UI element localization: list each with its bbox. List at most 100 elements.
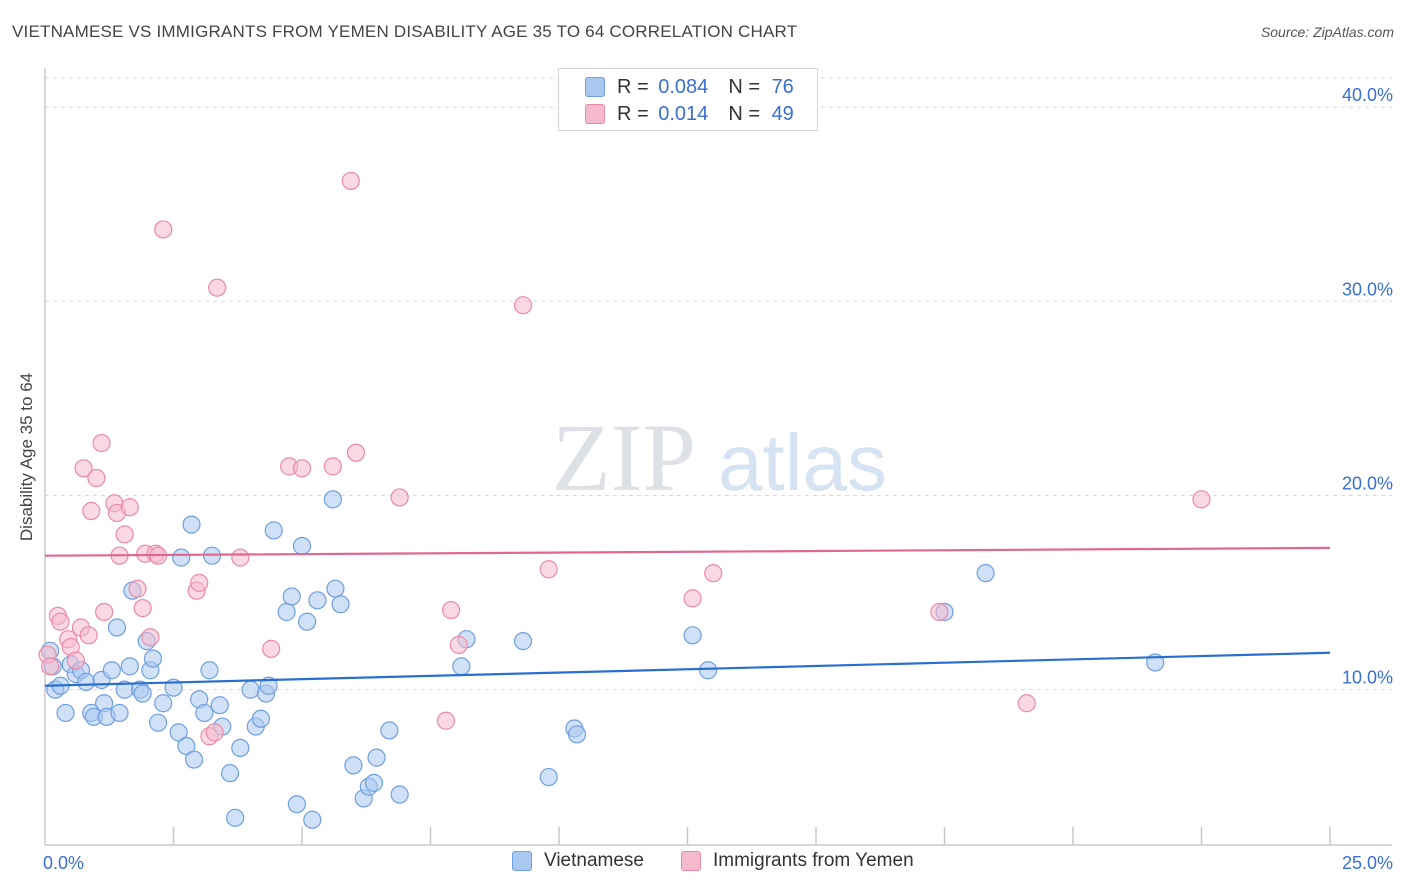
data-point-pink[interactable] [513,296,533,315]
data-point-blue[interactable] [452,657,471,676]
data-point-blue[interactable] [182,515,201,534]
data-point-pink[interactable] [341,171,360,191]
data-point-pink[interactable] [128,579,147,598]
data-point-blue[interactable] [56,703,75,723]
data-point-blue[interactable] [567,725,587,744]
data-point-pink[interactable] [436,711,456,730]
data-point-blue[interactable] [292,536,312,556]
data-point-blue[interactable] [184,750,204,769]
data-point-blue[interactable] [148,713,168,732]
data-point-blue[interactable] [220,764,240,783]
data-point-pink[interactable] [323,457,342,476]
data-point-blue[interactable] [344,756,363,775]
y-tick-label: 40.0% [1342,85,1393,105]
data-point-pink[interactable] [115,525,134,544]
series-legend-label: Immigrants from Yemen [713,850,914,871]
data-point-blue[interactable] [241,680,260,699]
data-point-pink[interactable] [41,657,60,676]
data-point-pink[interactable] [449,635,468,655]
data-point-pink[interactable] [79,626,98,645]
data-point-blue[interactable] [380,721,399,740]
data-point-blue[interactable] [143,649,163,668]
data-point-pink[interactable] [205,723,224,742]
data-point-blue[interactable] [77,672,96,691]
data-point-pink[interactable] [262,639,281,658]
data-point-blue[interactable] [698,661,718,680]
data-point-pink[interactable] [95,602,114,622]
data-point-blue[interactable] [200,661,219,680]
data-point-blue[interactable] [282,587,301,606]
trend-layer [44,546,1331,687]
data-point-blue[interactable] [303,810,322,829]
chart-source: Source: ZipAtlas.com [1260,24,1394,40]
data-point-pink[interactable] [292,459,312,478]
x-tick-label: 0.0% [43,853,84,873]
data-point-pink[interactable] [1192,490,1211,509]
data-point-blue[interactable] [195,703,214,723]
series-swatch-pink [681,851,701,871]
series-legend: Vietnamese Immigrants from Yemen [0,850,1406,878]
data-point-blue[interactable] [120,657,139,676]
data-point-pink[interactable] [190,573,209,592]
data-point-pink[interactable] [683,589,702,608]
legend-r-label: R = [617,102,655,125]
y-tick-label: 20.0% [1342,473,1393,493]
data-point-blue[interactable] [367,748,386,767]
data-point-blue[interactable] [102,661,121,680]
data-point-pink[interactable] [82,501,101,521]
data-point-blue[interactable] [331,595,350,614]
data-point-blue[interactable] [259,676,278,695]
axis-layer [44,68,1392,846]
points-layer [38,171,1211,829]
data-point-pink[interactable] [92,433,111,453]
data-point-pink[interactable] [1017,694,1036,713]
data-point-blue[interactable] [133,684,152,703]
data-point-blue[interactable] [308,591,327,610]
data-point-pink[interactable] [231,548,250,567]
data-point-blue[interactable] [154,694,173,713]
data-point-blue[interactable] [539,767,558,787]
data-point-pink[interactable] [141,628,160,647]
data-point-blue[interactable] [264,521,283,540]
data-point-blue[interactable] [326,579,345,598]
data-point-blue[interactable] [251,709,270,728]
data-point-blue[interactable] [513,632,533,651]
series-legend-label: Vietnamese [544,850,644,871]
data-point-pink[interactable] [51,612,70,631]
data-point-pink[interactable] [704,564,723,583]
data-point-pink[interactable] [208,278,227,297]
data-point-blue[interactable] [231,738,250,758]
data-point-blue[interactable] [177,736,196,756]
data-point-blue[interactable] [287,795,306,814]
legend-swatch-blue [585,77,605,97]
data-point-pink[interactable] [441,600,461,620]
data-point-blue[interactable] [107,618,127,637]
data-point-blue[interactable] [210,696,229,715]
data-point-pink[interactable] [66,651,85,670]
data-point-pink[interactable] [154,220,173,239]
data-point-pink[interactable] [133,599,152,618]
legend-row-vietnamese: R = 0.084 N = 76 [585,76,794,98]
series-legend-vietnamese[interactable]: Vietnamese [512,850,644,872]
data-point-pink[interactable] [74,459,93,478]
data-point-pink[interactable] [346,443,366,462]
series-swatch-blue [512,851,532,871]
data-point-blue[interactable] [110,703,129,723]
data-point-blue[interactable] [172,548,191,567]
series-legend-yemen[interactable]: Immigrants from Yemen [681,850,914,872]
data-point-pink[interactable] [539,560,558,579]
data-point-pink[interactable] [390,488,409,507]
data-point-blue[interactable] [323,490,342,509]
data-point-blue[interactable] [226,808,245,827]
data-point-pink[interactable] [120,498,139,517]
data-point-blue[interactable] [364,773,384,792]
data-point-pink[interactable] [87,468,106,488]
data-point-blue[interactable] [683,626,702,645]
data-point-blue[interactable] [169,723,188,742]
data-point-blue[interactable] [976,564,995,583]
data-point-blue[interactable] [298,612,317,631]
legend-row-yemen: R = 0.014 N = 49 [585,103,794,125]
data-point-pink[interactable] [930,602,949,622]
data-point-blue[interactable] [390,785,409,804]
data-point-blue[interactable] [277,602,296,622]
